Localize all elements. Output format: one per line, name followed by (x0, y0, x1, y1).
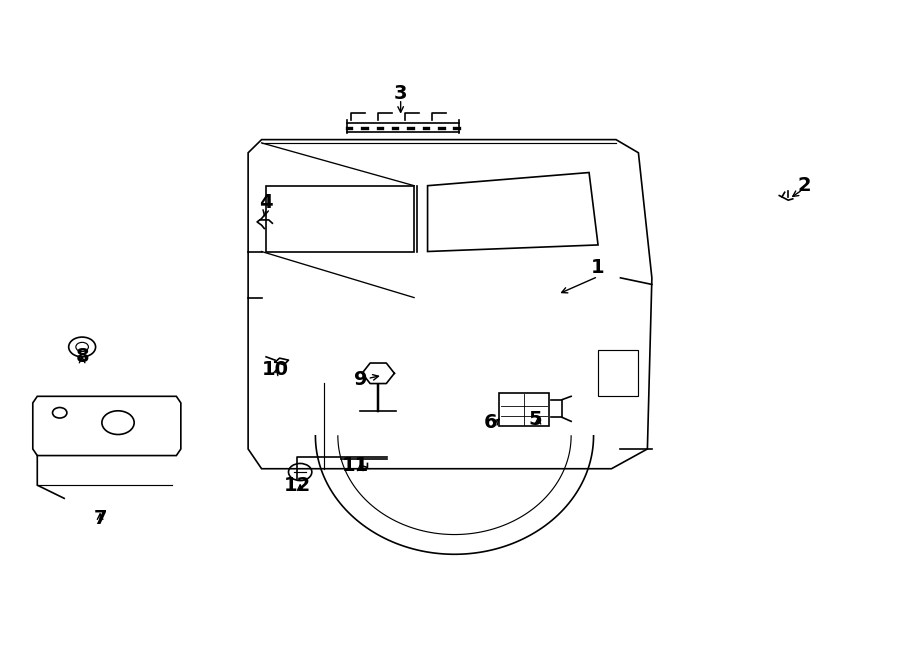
Text: 11: 11 (342, 456, 369, 475)
Text: 12: 12 (284, 476, 311, 494)
Text: 6: 6 (483, 413, 497, 432)
Text: 5: 5 (528, 410, 542, 429)
Text: 7: 7 (94, 508, 107, 527)
Text: 2: 2 (797, 176, 811, 195)
Text: 1: 1 (591, 258, 605, 278)
Text: 4: 4 (259, 192, 273, 212)
Text: 9: 9 (354, 370, 367, 389)
Text: 8: 8 (76, 347, 89, 366)
Text: 3: 3 (394, 84, 408, 103)
Text: 10: 10 (262, 360, 289, 379)
